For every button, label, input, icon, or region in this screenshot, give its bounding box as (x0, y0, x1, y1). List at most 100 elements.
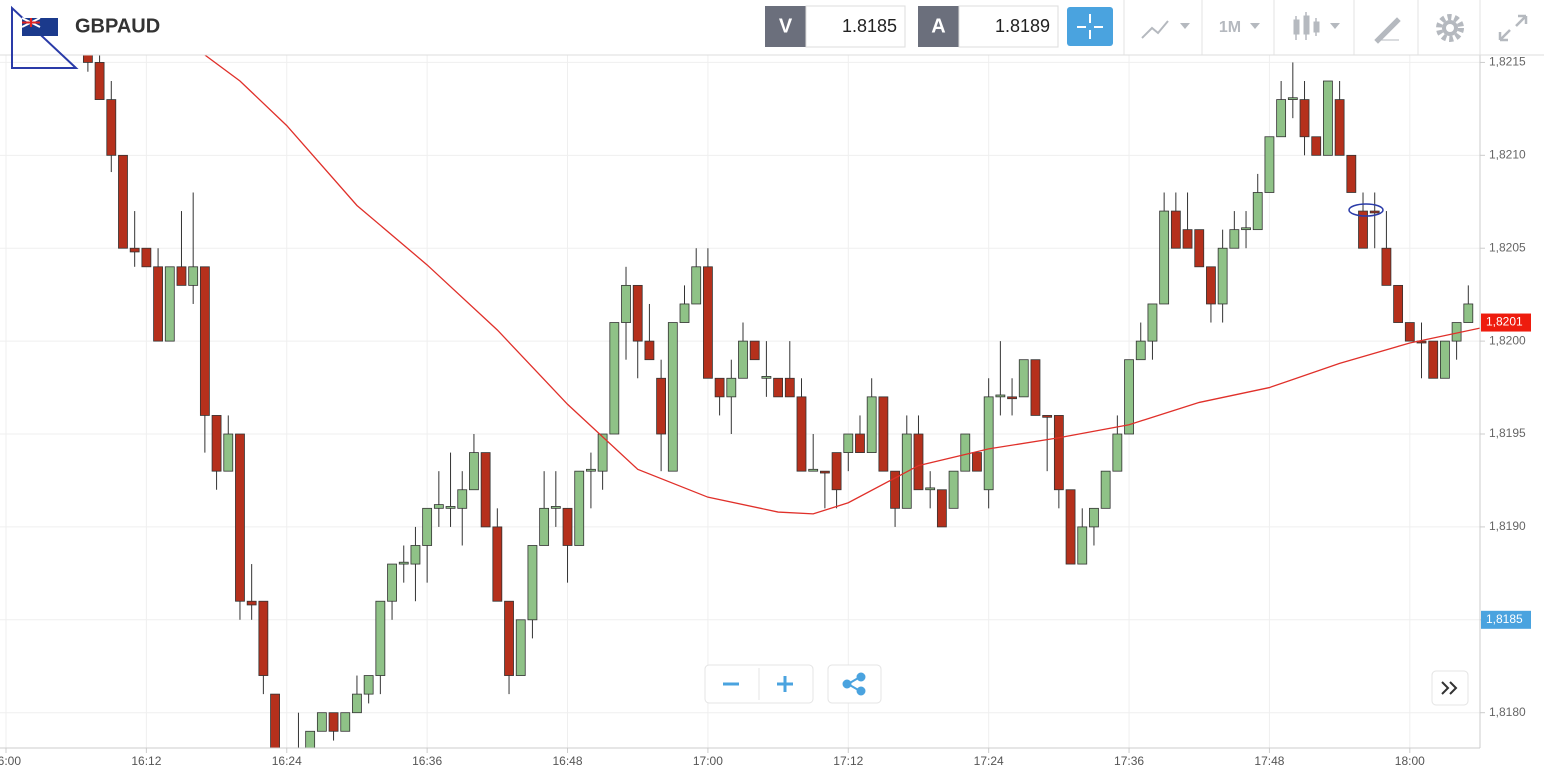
y-tick-label: 1,8180 (1489, 705, 1526, 719)
ask-button[interactable] (918, 6, 959, 47)
candle-body (1217, 247, 1228, 305)
bid-label: V (779, 15, 793, 37)
share-button[interactable] (827, 664, 882, 704)
candle-body (726, 377, 737, 398)
candle-body (1241, 227, 1251, 231)
candle-body (1229, 229, 1240, 249)
zoom-in-button[interactable] (777, 676, 793, 692)
candle-body (199, 266, 210, 416)
candle-body (913, 433, 924, 491)
candle-body (574, 470, 585, 546)
x-tick-label: 16:48 (553, 754, 583, 768)
bid-button[interactable] (765, 6, 806, 47)
candle-body (106, 99, 117, 156)
moving-average (204, 55, 1480, 515)
candle-body (1018, 359, 1029, 398)
bid-price: 1.8185 (842, 16, 897, 36)
candle-body (1042, 415, 1053, 418)
x-tick-label: 16:00 (0, 754, 21, 768)
crosshair-button[interactable] (1067, 7, 1113, 46)
x-tick-label: 17:36 (1114, 754, 1144, 768)
annotation-ellipse (1348, 203, 1384, 217)
candle-body (246, 600, 257, 606)
candle-body (492, 526, 503, 602)
candle-body (398, 561, 409, 565)
candle-body (925, 487, 936, 491)
candle-body (1206, 266, 1216, 305)
candle-body (550, 506, 561, 509)
y-tick-label: 1,8195 (1489, 426, 1526, 440)
candle-body (1369, 210, 1380, 214)
timeframe-button[interactable]: 1M (1219, 19, 1241, 36)
candle-body (878, 396, 889, 472)
candle-body (539, 507, 550, 546)
candle-body (609, 322, 620, 435)
axes: 1,8180 1,8185 1,8190 1,8195 1,8200 1,8205 1,82… (0, 55, 1531, 768)
candles-button[interactable] (1293, 12, 1340, 40)
candle-body (738, 340, 748, 379)
bid-box (805, 5, 906, 48)
candle-body (129, 247, 140, 253)
candle-body (831, 452, 842, 491)
candle-body (562, 507, 573, 546)
flag-icon (21, 17, 58, 36)
price-marker-label: 1,8185 (1486, 612, 1523, 626)
candle-body (1112, 433, 1123, 472)
candle-body (936, 489, 947, 528)
candle-body (843, 433, 854, 453)
candle-body (621, 284, 631, 323)
candle-body (773, 377, 783, 398)
candle-body (1053, 415, 1064, 491)
x-tick-label: 18:00 (1395, 754, 1425, 768)
ask-box (958, 5, 1059, 48)
grid (0, 55, 1480, 748)
candle-body (960, 433, 971, 472)
candle-body (1135, 340, 1146, 361)
candle-body (703, 266, 713, 379)
ask-price: 1.8189 (995, 16, 1050, 36)
candle-body (235, 433, 245, 602)
candle-body (1252, 192, 1263, 231)
candle-body (1182, 229, 1193, 249)
candle-body (504, 600, 514, 676)
candle-body (1170, 210, 1181, 249)
x-tick-label: 17:24 (974, 754, 1004, 768)
candle-body (586, 468, 596, 472)
x-tick-label: 17:12 (833, 754, 863, 768)
candle-body (808, 468, 819, 472)
drawing-button[interactable] (1374, 17, 1401, 44)
candle-body (422, 507, 433, 546)
candle-body (1147, 303, 1158, 342)
candle-body (445, 506, 456, 509)
y-tick-label: 1,8205 (1489, 240, 1526, 254)
x-tick-label: 17:48 (1254, 754, 1284, 768)
candle-body (632, 284, 643, 342)
candle-body (1323, 80, 1333, 156)
candle-body (1393, 284, 1404, 323)
y-tick-label: 1,8215 (1489, 55, 1526, 69)
candle-body (433, 504, 444, 509)
chart-type-button[interactable] (1141, 20, 1190, 39)
x-tick-label: 17:00 (693, 754, 723, 768)
candle-body (784, 377, 795, 398)
x-tick-label: 16:36 (412, 754, 442, 768)
candle-body (82, 55, 93, 63)
candle-body (328, 712, 339, 732)
candle-body (983, 396, 994, 491)
settings-button[interactable] (1436, 14, 1464, 42)
candle-body (1100, 470, 1111, 509)
candle-body (1358, 210, 1368, 249)
toolbar-separators (1123, 0, 1481, 55)
fullscreen-button[interactable] (1498, 14, 1528, 42)
candle-body (410, 545, 421, 565)
candle-body (1440, 340, 1450, 379)
scroll-end-button[interactable] (1431, 670, 1469, 706)
candle-body (1428, 340, 1439, 379)
candle-body (1124, 359, 1134, 435)
candle-body (1311, 136, 1322, 156)
y-tick-label: 1,8200 (1489, 333, 1526, 347)
price-marker (1481, 610, 1531, 629)
candle-body (363, 675, 374, 695)
candle-body (691, 266, 702, 305)
candle-body (866, 396, 877, 453)
